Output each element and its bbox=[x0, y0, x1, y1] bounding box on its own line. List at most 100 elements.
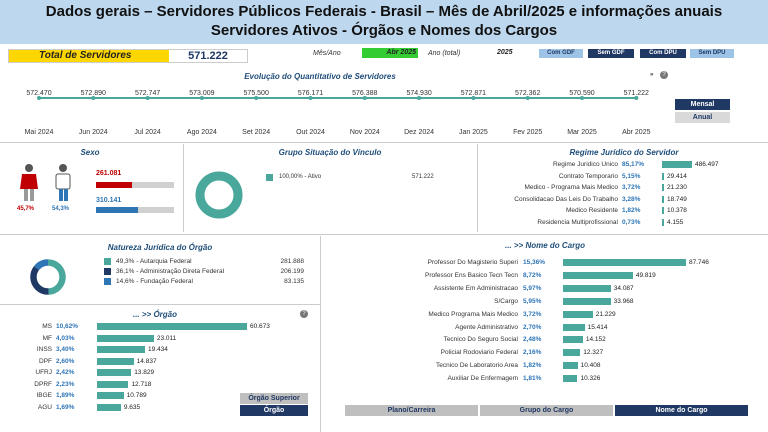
bar-percent-label: 1,82% bbox=[622, 207, 641, 214]
sem-dpu-button[interactable]: Sem DPU bbox=[690, 49, 734, 58]
bar[interactable] bbox=[97, 403, 121, 411]
bar[interactable] bbox=[97, 357, 134, 365]
vinculo-donut bbox=[195, 171, 243, 219]
evolution-value-label: 572.890 bbox=[81, 90, 106, 97]
evolution-point[interactable] bbox=[471, 96, 476, 100]
bar-category-label[interactable]: Medico Residente bbox=[565, 207, 618, 214]
tab-plano-carreira[interactable]: Plano/Carreira bbox=[345, 405, 478, 416]
bar-category-label[interactable]: Consolidacao Das Leis Do Trabalho bbox=[514, 195, 618, 203]
bar-category-label[interactable]: IBGE bbox=[36, 392, 52, 399]
bar-category-label[interactable]: Professor Ens Basico Tecn Tecn bbox=[425, 271, 518, 279]
evolution-next-arrow[interactable]: » bbox=[650, 72, 654, 78]
legend-swatch bbox=[104, 268, 111, 275]
bar[interactable] bbox=[563, 271, 633, 279]
bar[interactable] bbox=[97, 392, 124, 399]
bar-category-label[interactable]: AGU bbox=[37, 403, 52, 411]
sem-gdf-button[interactable]: Sem GDF bbox=[588, 49, 634, 58]
evolution-point[interactable] bbox=[634, 96, 639, 100]
bar-value-label: 14.152 bbox=[585, 336, 606, 344]
cargo-title: ... >> Nome do Cargo bbox=[504, 241, 585, 250]
natureza-legend: 49,3% - Autarquia Federal 281.888 36,1% - … bbox=[104, 257, 314, 289]
bar-category-label[interactable]: UFRJ bbox=[35, 369, 52, 376]
ano-select[interactable]: 2025 bbox=[497, 49, 513, 56]
bar[interactable] bbox=[563, 362, 578, 370]
evolution-point[interactable] bbox=[37, 96, 41, 100]
bar[interactable] bbox=[563, 323, 585, 331]
help-icon[interactable]: ? bbox=[300, 310, 308, 318]
com-gdf-button[interactable]: Com GDF bbox=[539, 49, 583, 58]
tab-nome-cargo[interactable]: Nome do Cargo bbox=[615, 405, 748, 416]
bar-category-label[interactable]: Auxiliar De Enfermagem bbox=[447, 375, 518, 383]
bar-category-label[interactable]: Tecnico De Laboratorio Area bbox=[435, 362, 518, 370]
evolution-point[interactable] bbox=[199, 96, 204, 100]
bar-value-label: 15.414 bbox=[587, 323, 608, 331]
com-dpu-button[interactable]: Com DPU bbox=[640, 49, 686, 58]
bar-category-label[interactable]: Medico Programa Mais Medico bbox=[428, 310, 518, 318]
evolution-point[interactable] bbox=[91, 96, 96, 100]
bar[interactable] bbox=[563, 375, 578, 383]
bar-category-label[interactable]: INSS bbox=[36, 346, 52, 353]
bar[interactable] bbox=[662, 172, 664, 180]
bar-category-label[interactable]: MF bbox=[42, 334, 52, 342]
natureza-donut-slice[interactable] bbox=[30, 259, 66, 295]
bar-category-label[interactable]: Policial Rodoviario Federal bbox=[440, 349, 518, 357]
bar-category-label[interactable]: S/Cargo bbox=[494, 297, 518, 305]
bar[interactable] bbox=[662, 218, 664, 226]
evolution-point[interactable] bbox=[308, 96, 313, 100]
bar-value-label: 49.819 bbox=[635, 271, 656, 279]
bar[interactable] bbox=[662, 207, 664, 214]
evolution-point[interactable] bbox=[254, 96, 259, 100]
bar[interactable] bbox=[97, 346, 146, 353]
bar-value-label: 4.155 bbox=[667, 218, 684, 226]
bar[interactable] bbox=[662, 161, 692, 168]
bar[interactable] bbox=[97, 334, 154, 342]
anual-toggle[interactable]: Anual bbox=[675, 112, 730, 123]
bar-category-label[interactable]: Agente Administrativo bbox=[455, 323, 518, 331]
bar-category-label[interactable]: Professor Do Magisterio Superi bbox=[427, 259, 518, 266]
evolution-line-chart: 572.470 Mai 2024 572.890 Jun 2024 572.747 Jul… bbox=[25, 90, 651, 136]
evolution-month-label: Ago 2024 bbox=[187, 129, 217, 136]
bar-category-label[interactable]: MS bbox=[42, 323, 52, 330]
mensal-toggle[interactable]: Mensal bbox=[675, 99, 730, 110]
bar[interactable] bbox=[563, 259, 686, 266]
bar[interactable] bbox=[563, 284, 611, 292]
bar-category-label[interactable]: Regime Juridico Unico bbox=[552, 161, 618, 168]
male-bar bbox=[96, 207, 139, 213]
bar-category-label[interactable]: Assistente Em Administracao bbox=[433, 284, 518, 292]
bar[interactable] bbox=[97, 369, 132, 376]
bar[interactable] bbox=[563, 310, 593, 318]
orgao-button[interactable]: Órgão bbox=[240, 405, 308, 416]
bar-percent-label: 85,17% bbox=[622, 161, 645, 168]
bar-value-label: 87.746 bbox=[689, 259, 709, 266]
bar[interactable] bbox=[563, 349, 581, 357]
total-value: 571.222 bbox=[188, 50, 228, 62]
evolution-point[interactable] bbox=[362, 96, 367, 100]
bar-category-label[interactable]: Medico - Programa Mais Medico bbox=[524, 184, 618, 191]
mes-ano-label: Mês/Ano bbox=[313, 50, 341, 57]
bar[interactable] bbox=[662, 195, 664, 203]
bar[interactable] bbox=[97, 380, 129, 388]
evolution-point[interactable] bbox=[580, 96, 584, 100]
bar-percent-label: 5,97% bbox=[523, 284, 542, 292]
bar[interactable] bbox=[97, 323, 247, 330]
evolution-value-label: 573.009 bbox=[189, 90, 214, 97]
bar-category-label[interactable]: Contrato Temporario bbox=[558, 172, 618, 180]
evolution-month-label: Mar 2025 bbox=[567, 129, 597, 136]
evolution-point[interactable] bbox=[525, 96, 530, 100]
bar[interactable] bbox=[563, 297, 611, 305]
bar-category-label[interactable]: DPRF bbox=[34, 380, 52, 388]
bar[interactable] bbox=[662, 184, 664, 191]
natureza-legend-label: 49,3% - Autarquia Federal bbox=[116, 258, 192, 265]
bar-category-label[interactable]: DPF bbox=[39, 357, 52, 365]
bar-category-label[interactable]: Residencia Multiprofissional bbox=[537, 218, 618, 226]
bar[interactable] bbox=[563, 336, 583, 344]
evolution-point[interactable] bbox=[417, 96, 422, 100]
orgao-superior-button[interactable]: Órgão Superior bbox=[240, 393, 308, 404]
help-icon[interactable]: ? bbox=[660, 71, 668, 79]
evolution-point[interactable] bbox=[145, 96, 150, 100]
mes-ano-select[interactable]: Abr 2025 bbox=[362, 48, 418, 58]
evolution-value-label: 572.362 bbox=[515, 90, 540, 97]
tab-grupo-cargo[interactable]: Grupo do Cargo bbox=[480, 405, 613, 416]
natureza-donut-slice[interactable] bbox=[30, 259, 66, 295]
bar-category-label[interactable]: Tecnico Do Seguro Social bbox=[443, 336, 518, 344]
